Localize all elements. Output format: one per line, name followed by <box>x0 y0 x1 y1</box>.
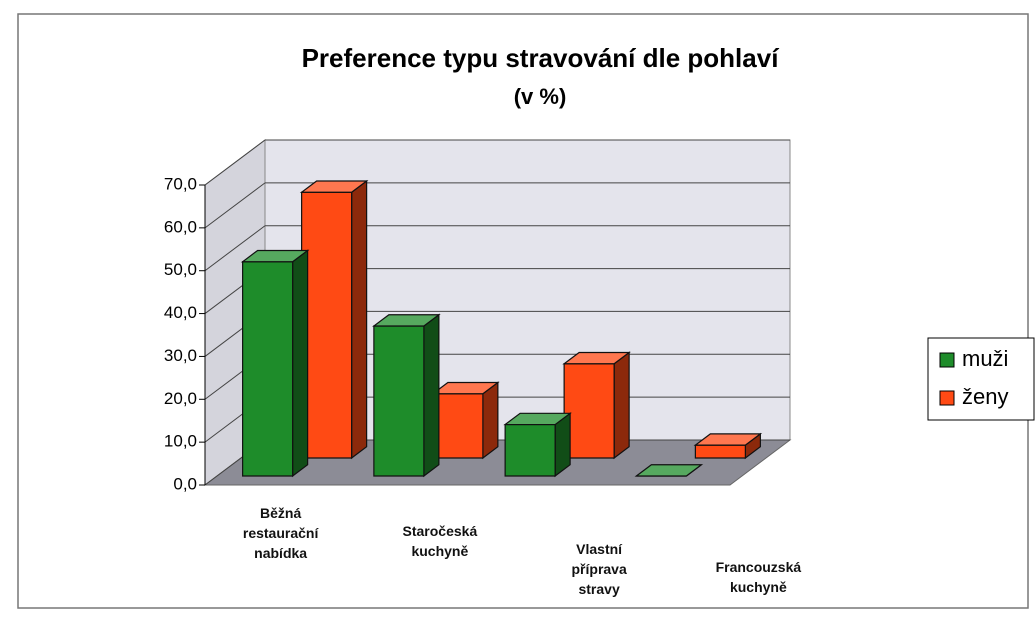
bar-top <box>299 180 369 193</box>
bar-side <box>292 249 309 478</box>
grid-line <box>204 139 266 186</box>
bar-top <box>562 351 631 365</box>
grid-line <box>204 225 266 272</box>
bar-top <box>693 433 763 446</box>
legend-swatch <box>939 352 955 368</box>
bar-front <box>373 325 425 477</box>
bar-side <box>482 381 499 460</box>
y-tick-label: 30,0 <box>164 346 197 365</box>
y-tick-label: 20,0 <box>164 389 197 408</box>
bar <box>562 351 631 460</box>
bar <box>431 381 500 460</box>
bar <box>693 432 763 460</box>
bar-top <box>240 249 310 263</box>
legend-swatch <box>939 390 955 406</box>
bar-side <box>351 179 368 460</box>
bar-top <box>372 314 441 327</box>
y-tick-label: 70,0 <box>164 174 197 193</box>
bar-front <box>242 261 294 477</box>
bar <box>299 179 369 460</box>
bar <box>240 249 310 478</box>
bar-front <box>301 191 353 459</box>
legend-label: muži <box>962 346 1008 371</box>
x-tick-label: Vlastní příprava stravy <box>571 541 627 597</box>
x-tick-label: Staročeská kuchyně <box>402 523 478 559</box>
bar <box>372 313 441 478</box>
y-tick-label: 0,0 <box>173 474 197 493</box>
bar-top <box>431 381 500 395</box>
bar-front <box>694 444 746 459</box>
bar-side <box>423 313 440 478</box>
bar <box>634 464 704 477</box>
grid-line <box>204 182 266 229</box>
x-tick-label: Běžná restaurační nabídka <box>242 505 319 561</box>
y-tick-label: 50,0 <box>164 260 197 279</box>
chart-title: Preference typu stravování dle pohlaví <box>302 43 780 73</box>
y-tick-label: 10,0 <box>164 432 197 451</box>
bar-top <box>503 412 572 426</box>
legend <box>927 337 1035 421</box>
bar <box>503 412 572 478</box>
bar-top <box>634 464 704 477</box>
bar-front <box>504 423 556 477</box>
y-tick-label: 60,0 <box>164 217 197 236</box>
bar-front <box>432 393 484 459</box>
bar-side <box>613 351 630 460</box>
x-tick-label: Francouzská kuchyně <box>715 559 802 595</box>
legend-label: ženy <box>962 384 1008 409</box>
chart-subtitle: (v %) <box>514 84 567 109</box>
y-tick-label: 40,0 <box>164 303 197 322</box>
bar-front <box>563 363 615 459</box>
